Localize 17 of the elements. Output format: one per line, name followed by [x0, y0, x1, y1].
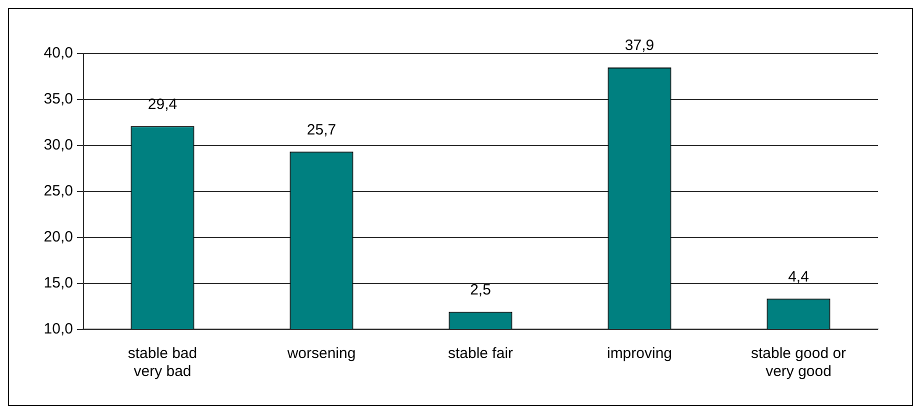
text: 40,0 — [44, 44, 73, 62]
data-label: 2,5 — [470, 281, 491, 298]
text: 15,0 — [44, 274, 73, 292]
data-label: 25,7 — [306, 121, 336, 138]
text: 35,0 — [44, 90, 73, 108]
text: 25,0 — [44, 182, 73, 200]
data-label: 37,9 — [624, 37, 654, 54]
text: 20,0 — [44, 228, 73, 246]
data-label: 29,4 — [148, 96, 178, 113]
data-label: 4,4 — [788, 268, 809, 286]
x-tick-label: stable fair — [448, 345, 514, 362]
x-tick-label: stable bad very bad — [128, 345, 198, 380]
x-tick-label: stable good or very good — [750, 345, 846, 380]
text: 10,0 — [44, 320, 73, 338]
text: 30,0 — [44, 136, 73, 154]
x-tick-label: worsening — [286, 345, 356, 362]
x-tick-label: improving — [606, 345, 672, 362]
